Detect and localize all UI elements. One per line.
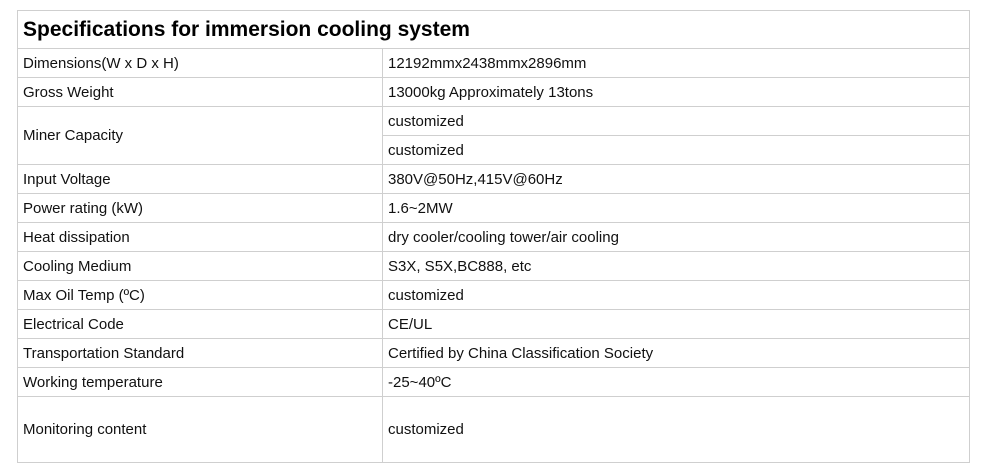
table-row: Power rating (kW) 1.6~2MW bbox=[17, 193, 970, 223]
spec-label: Cooling Medium bbox=[17, 251, 383, 281]
spec-value: dry cooler/cooling tower/air cooling bbox=[382, 222, 970, 252]
table-row: Electrical Code CE/UL bbox=[17, 309, 970, 339]
table-row: customized bbox=[18, 135, 970, 165]
spec-value: 13000kg Approximately 13tons bbox=[382, 77, 970, 107]
spec-value: customized bbox=[382, 106, 970, 136]
spec-value: 12192mmx2438mmx2896mm bbox=[382, 48, 970, 78]
spec-label: Monitoring content bbox=[17, 396, 383, 463]
table-title: Specifications for immersion cooling sys… bbox=[17, 10, 970, 49]
spec-label: Transportation Standard bbox=[17, 338, 383, 368]
spec-label: Heat dissipation bbox=[17, 222, 383, 252]
spec-value: CE/UL bbox=[382, 309, 970, 339]
spec-label: Power rating (kW) bbox=[17, 193, 383, 223]
table-row: Miner Capacity customized bbox=[17, 106, 970, 165]
title-row: Specifications for immersion cooling sys… bbox=[17, 10, 970, 49]
spec-value: S3X, S5X,BC888, etc bbox=[382, 251, 970, 281]
table-row: Working temperature -25~40ºC bbox=[17, 367, 970, 397]
spec-label: Electrical Code bbox=[17, 309, 383, 339]
spec-value: customized bbox=[382, 135, 970, 165]
spec-value: Certified by China Classification Societ… bbox=[382, 338, 970, 368]
spec-label: Miner Capacity bbox=[17, 106, 383, 165]
table-row: Monitoring content customized bbox=[17, 396, 970, 463]
spec-value: customized bbox=[382, 396, 970, 463]
spec-value: 1.6~2MW bbox=[382, 193, 970, 223]
spec-label: Input Voltage bbox=[17, 164, 383, 194]
table-row: Heat dissipation dry cooler/cooling tower… bbox=[17, 222, 970, 252]
table-row: Dimensions(W x D x H) 12192mmx2438mmx2896… bbox=[17, 48, 970, 78]
specifications-table: Specifications for immersion cooling sys… bbox=[17, 10, 970, 463]
spec-label: Dimensions(W x D x H) bbox=[17, 48, 383, 78]
spec-value: customized bbox=[382, 280, 970, 310]
spec-label: Gross Weight bbox=[17, 77, 383, 107]
table-row: Transportation Standard Certified by Chin… bbox=[17, 338, 970, 368]
table-row: Cooling Medium S3X, S5X,BC888, etc bbox=[17, 251, 970, 281]
table-row: Max Oil Temp (ºC) customized bbox=[17, 280, 970, 310]
spec-label: Working temperature bbox=[17, 367, 383, 397]
spec-value: 380V@50Hz,415V@60Hz bbox=[382, 164, 970, 194]
spec-value: -25~40ºC bbox=[382, 367, 970, 397]
table-row: Input Voltage 380V@50Hz,415V@60Hz bbox=[17, 164, 970, 194]
table-row: Gross Weight 13000kg Approximately 13tons bbox=[17, 77, 970, 107]
spec-label: Max Oil Temp (ºC) bbox=[17, 280, 383, 310]
